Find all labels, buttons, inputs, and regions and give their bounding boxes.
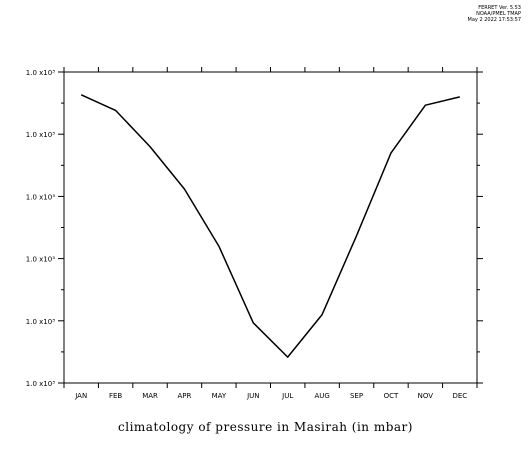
y-tick-label: 1.0 x10³ xyxy=(26,380,55,388)
x-tick-label: OCT xyxy=(384,392,399,400)
x-tick-label: NOV xyxy=(418,392,434,400)
x-tick-label: APR xyxy=(178,392,192,400)
x-tick-label: DEC xyxy=(452,392,467,400)
ferret-header: FERRET Ver. 5.53 NOAA/PMEL TMAP May 2 20… xyxy=(468,5,521,23)
x-tick-label: SEP xyxy=(350,392,363,400)
x-tick-label: JUL xyxy=(281,392,293,400)
y-tick-label: 1.0 x10³ xyxy=(26,318,55,326)
pressure-series-line xyxy=(80,94,460,358)
x-tick-label: FEB xyxy=(109,392,122,400)
x-tick-label: MAR xyxy=(142,392,158,400)
x-tick-label: JAN xyxy=(74,392,87,400)
header-org: NOAA/PMEL TMAP xyxy=(476,11,521,17)
header-version: FERRET Ver. 5.53 xyxy=(478,5,521,11)
y-tick-label: 1.0 x10³ xyxy=(26,193,55,201)
y-tick-label: 1.0 x10³ xyxy=(26,69,55,77)
x-tick-label: AUG xyxy=(314,392,329,400)
x-tick-label: MAY xyxy=(212,392,227,400)
y-tick-label: 1.0 x10³ xyxy=(26,256,55,264)
y-tick-label: 1.0 x10³ xyxy=(26,131,55,139)
header-date: May 2 2022 17:53:57 xyxy=(467,17,521,23)
x-tick-label: JUN xyxy=(246,392,259,400)
chart-title: climatology of pressure in Masirah (in m… xyxy=(118,420,413,434)
